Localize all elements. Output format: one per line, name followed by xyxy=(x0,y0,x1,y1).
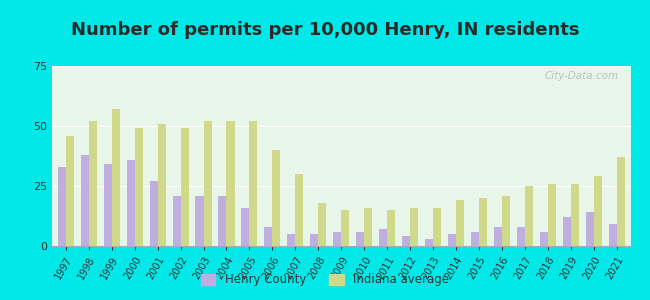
Bar xyxy=(58,167,66,246)
Bar xyxy=(502,196,510,246)
Bar xyxy=(196,196,203,246)
Bar xyxy=(593,176,602,246)
Text: City-Data.com: City-Data.com xyxy=(545,71,619,81)
Text: Number of permits per 10,000 Henry, IN residents: Number of permits per 10,000 Henry, IN r… xyxy=(71,21,579,39)
Bar xyxy=(479,198,487,246)
Bar xyxy=(103,164,112,246)
Bar xyxy=(181,128,188,246)
Bar xyxy=(525,186,533,246)
Bar xyxy=(135,128,143,246)
Bar xyxy=(517,227,525,246)
Bar xyxy=(617,157,625,246)
Bar xyxy=(89,121,97,246)
Bar xyxy=(341,210,349,246)
Bar xyxy=(310,234,318,246)
Bar xyxy=(540,232,548,246)
Bar xyxy=(494,227,502,246)
Bar xyxy=(250,121,257,246)
Bar xyxy=(356,232,364,246)
Bar xyxy=(333,232,341,246)
Bar xyxy=(410,208,418,246)
Bar xyxy=(112,109,120,246)
Bar xyxy=(433,208,441,246)
Bar xyxy=(608,224,617,246)
Legend: Henry County, Indiana average: Henry County, Indiana average xyxy=(196,269,454,291)
Bar xyxy=(150,181,157,246)
Bar xyxy=(586,212,593,246)
Bar xyxy=(157,124,166,246)
Bar xyxy=(571,184,579,246)
Bar xyxy=(563,217,571,246)
Bar xyxy=(448,234,456,246)
Bar xyxy=(379,229,387,246)
Bar xyxy=(548,184,556,246)
Bar xyxy=(203,121,211,246)
Bar xyxy=(364,208,372,246)
Bar xyxy=(456,200,464,246)
Bar xyxy=(81,155,89,246)
Bar xyxy=(318,203,326,246)
Bar xyxy=(402,236,410,246)
Bar xyxy=(241,208,250,246)
Bar xyxy=(287,234,295,246)
Bar xyxy=(226,121,235,246)
Bar xyxy=(127,160,135,246)
Bar xyxy=(218,196,226,246)
Bar xyxy=(265,227,272,246)
Bar xyxy=(425,239,433,246)
Bar xyxy=(66,136,74,246)
Bar xyxy=(295,174,304,246)
Bar xyxy=(387,210,395,246)
Bar xyxy=(172,196,181,246)
Bar xyxy=(272,150,280,246)
Bar xyxy=(471,232,479,246)
